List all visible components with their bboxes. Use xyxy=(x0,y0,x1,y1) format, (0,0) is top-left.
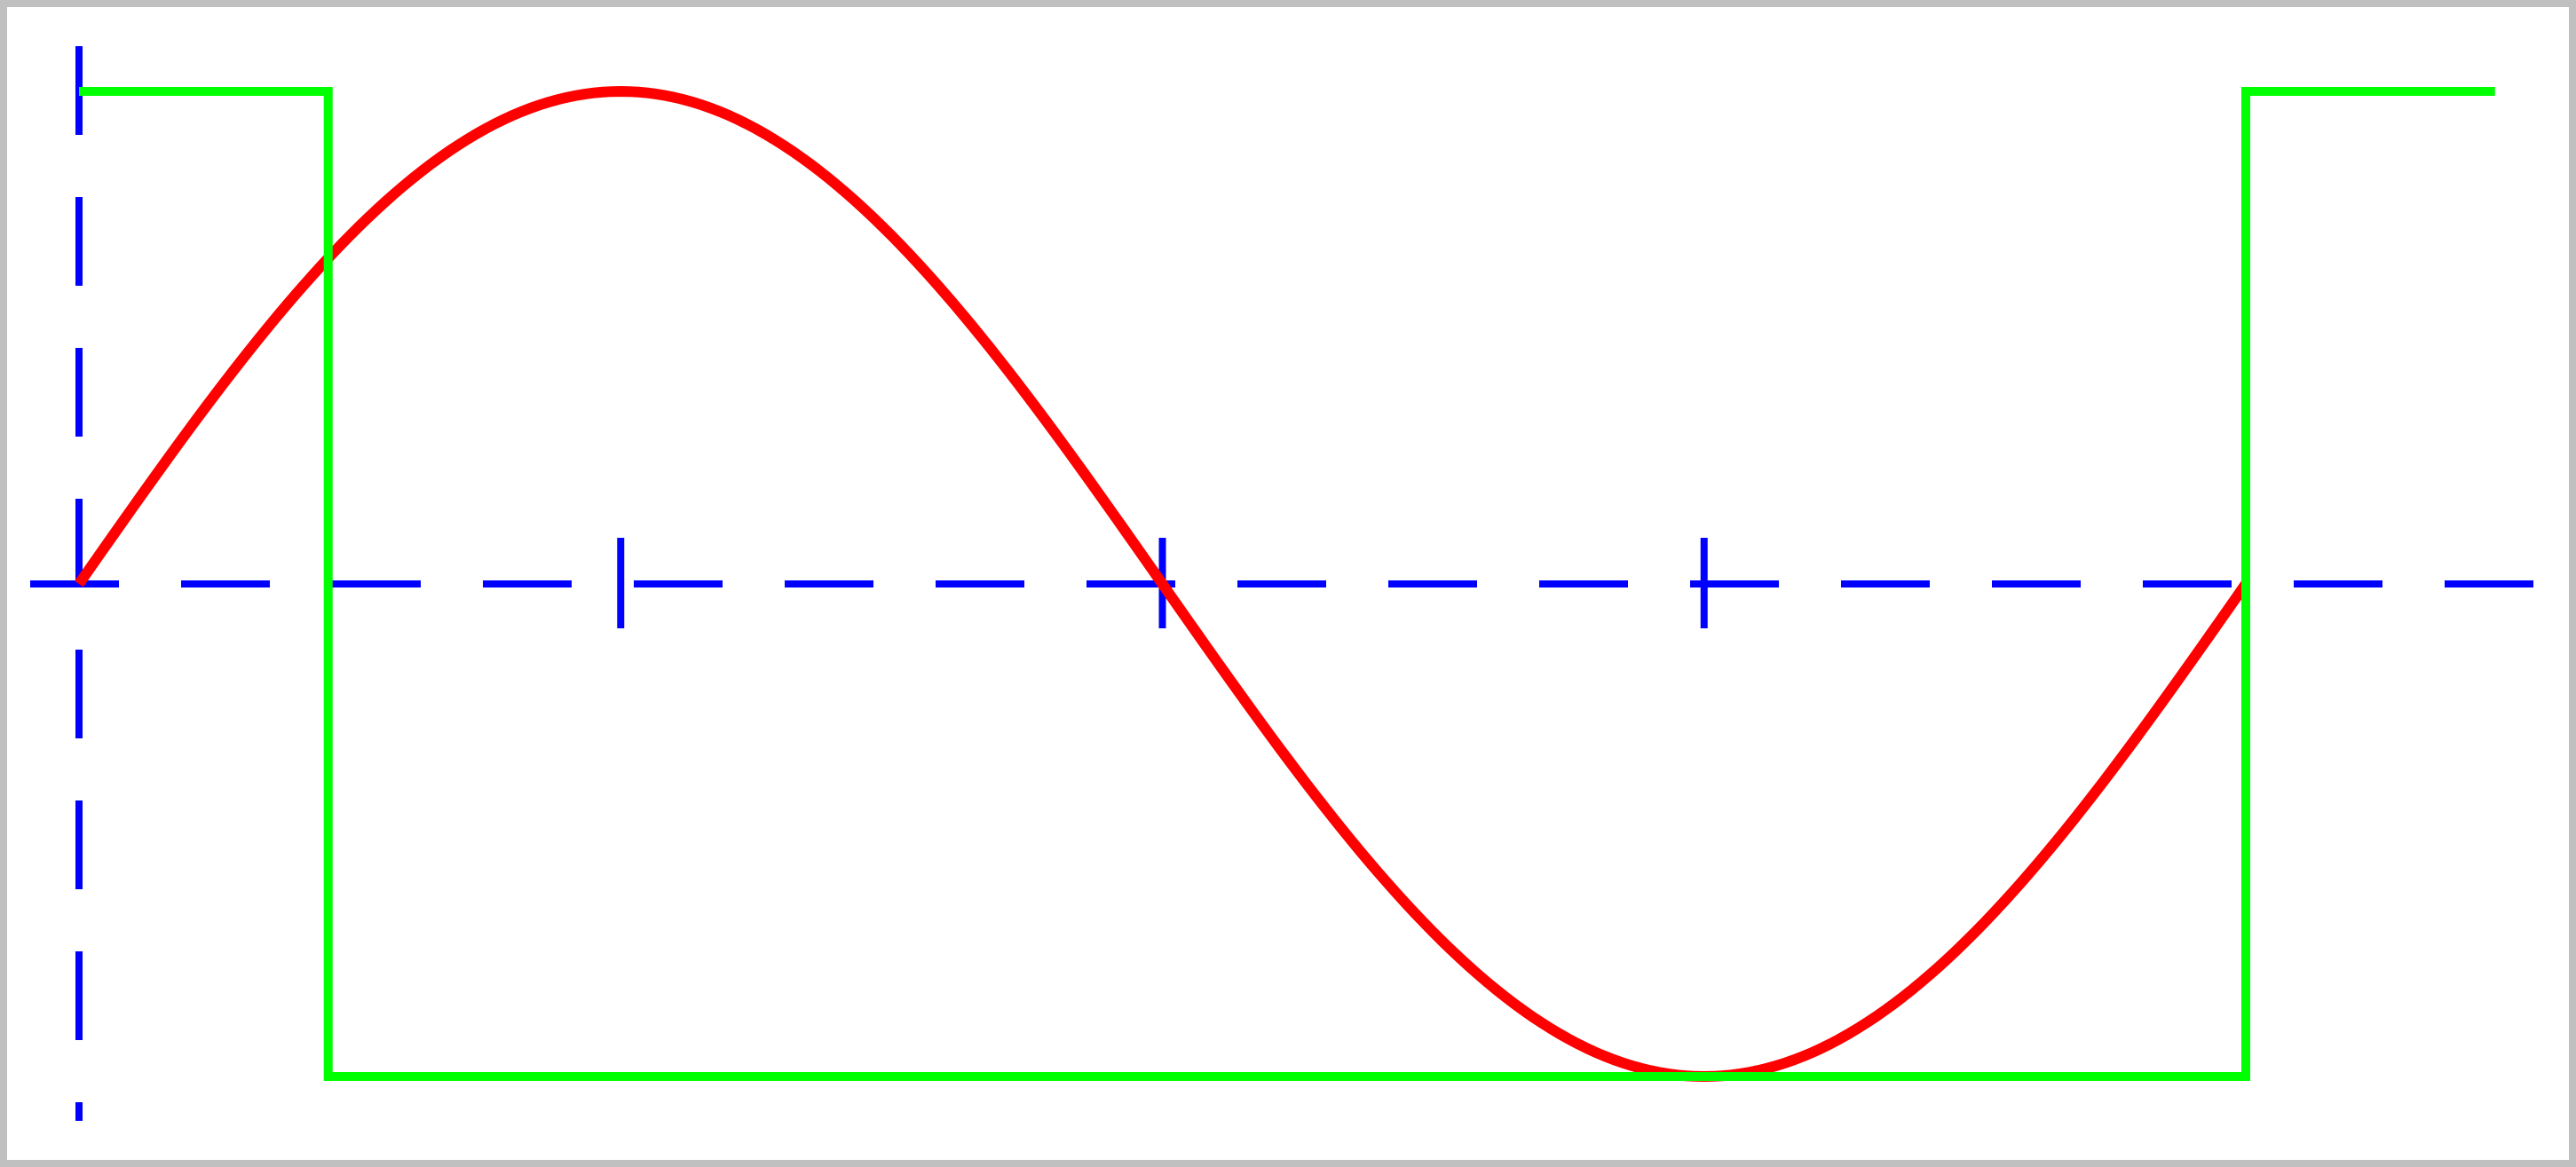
square-wave-line xyxy=(79,87,2495,1081)
sine-wave-line xyxy=(75,85,2250,1083)
waveforms xyxy=(75,85,2495,1083)
